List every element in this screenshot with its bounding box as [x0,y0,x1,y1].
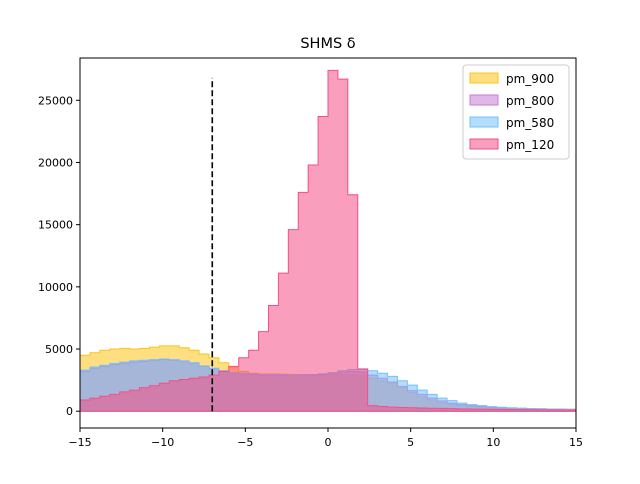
legend-swatch [469,94,499,106]
x-tick-label: 15 [569,436,583,449]
histogram-pm-120 [79,69,577,412]
y-axis: 0 5000 10000 15000 20000 25000 [38,94,80,418]
y-tick-label: 5000 [45,343,73,356]
legend-swatch [469,138,499,150]
legend-label: pm_900 [506,72,554,86]
legend: pm_900 pm_800 pm_580 pm_120 [462,64,570,160]
x-tick-label: −10 [151,436,174,449]
y-tick-label: 15000 [38,219,73,232]
x-tick-label: 0 [325,436,332,449]
legend-label: pm_120 [506,138,554,152]
y-tick-label: 10000 [38,281,73,294]
x-axis: −15 −10 −5 0 5 10 15 [68,428,583,449]
chart-title: SHMS δ [300,36,355,52]
x-tick-label: 10 [486,436,500,449]
x-tick-label: −5 [237,436,253,449]
legend-label: pm_580 [506,116,554,130]
legend-swatch [469,116,499,128]
y-tick-label: 20000 [38,156,73,169]
series-layer [79,69,577,412]
y-tick-label: 0 [66,405,73,418]
y-tick-label: 25000 [38,94,73,107]
legend-label: pm_800 [506,94,554,108]
legend-swatch [469,72,499,84]
legend-box [462,64,570,160]
x-tick-label: −15 [68,436,91,449]
x-tick-label: 5 [407,436,414,449]
